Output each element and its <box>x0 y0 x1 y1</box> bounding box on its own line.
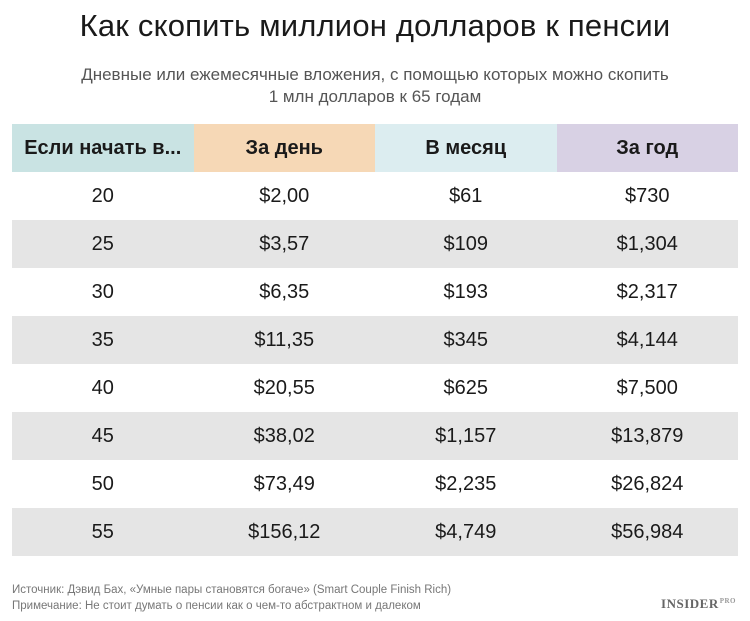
cell-per-day: $2,00 <box>259 184 310 207</box>
table-row: 40 $20,55 $625 $7,500 <box>12 364 738 412</box>
cell-per-month: $345 <box>375 316 557 364</box>
cell-per-year: $730 <box>625 184 670 207</box>
cell-per-day: $38,02 <box>193 412 375 460</box>
cell-per-month: $61 <box>449 184 483 207</box>
cell-per-day: $3,57 <box>193 220 375 268</box>
footer: Источник: Дэвид Бах, «Умные пары становя… <box>12 582 451 614</box>
cell-per-day: $73,49 <box>253 472 315 495</box>
cell-per-month: $2,235 <box>435 472 497 495</box>
page-title: Как скопить миллион долларов к пенсии <box>79 8 671 43</box>
cell-age: 20 <box>91 184 114 207</box>
footnote: Примечание: Не стоит думать о пенсии как… <box>12 600 421 612</box>
table-row: 30 $6,35 $193 $2,317 <box>12 268 738 316</box>
savings-table: Если начать в... За день В месяц За год … <box>12 124 738 556</box>
subtitle: Дневные или ежемесячные вложения, с помо… <box>0 64 750 108</box>
source-note: Источник: Дэвид Бах, «Умные пары становя… <box>12 584 452 596</box>
table-row: 20 $2,00 $61 $730 <box>12 172 738 220</box>
cell-per-year: $7,500 <box>616 376 678 399</box>
cell-per-year: $2,317 <box>616 280 678 303</box>
cell-age: 55 <box>12 508 194 556</box>
cell-age: 25 <box>12 220 194 268</box>
column-header-per-month: В месяц <box>375 124 557 172</box>
subtitle-line-1: Дневные или ежемесячные вложения, с помо… <box>81 65 669 84</box>
cell-per-day: $6,35 <box>259 280 310 303</box>
table-row: 45 $38,02 $1,157 $13,879 <box>12 412 738 460</box>
cell-per-month: $193 <box>443 280 489 303</box>
subtitle-line-2: 1 млн долларов к 65 годам <box>268 87 482 106</box>
cell-age: 30 <box>91 280 114 303</box>
table-row: 55 $156,12 $4,749 $56,984 <box>12 508 738 556</box>
cell-per-month: $625 <box>443 376 489 399</box>
table-body: 20 $2,00 $61 $730 25 $3,57 $109 $1,304 30 $6,35 $1… <box>12 172 738 556</box>
brand-name: INSIDER <box>661 596 719 611</box>
cell-per-month: $109 <box>375 220 557 268</box>
cell-per-month: $1,157 <box>375 412 557 460</box>
cell-per-day: $20,55 <box>253 376 315 399</box>
column-header-age: Если начать в... <box>12 124 194 172</box>
cell-per-year: $13,879 <box>556 412 738 460</box>
brand-logo: INSIDERPRO <box>661 596 736 612</box>
cell-age: 50 <box>91 472 114 495</box>
cell-age: 35 <box>12 316 194 364</box>
cell-per-day: $156,12 <box>193 508 375 556</box>
cell-per-year: $56,984 <box>556 508 738 556</box>
cell-per-day: $11,35 <box>193 316 375 364</box>
cell-per-year: $1,304 <box>556 220 738 268</box>
cell-per-year: $26,824 <box>611 472 684 495</box>
table-row: 50 $73,49 $2,235 $26,824 <box>12 460 738 508</box>
column-header-per-year: За год <box>556 124 738 172</box>
brand-suffix: PRO <box>719 596 736 605</box>
cell-per-month: $4,749 <box>375 508 557 556</box>
table-row: 25 $3,57 $109 $1,304 <box>12 220 738 268</box>
cell-age: 40 <box>91 376 114 399</box>
table-header-row: Если начать в... За день В месяц За год <box>12 124 738 172</box>
table-row: 35 $11,35 $345 $4,144 <box>12 316 738 364</box>
cell-age: 45 <box>12 412 194 460</box>
cell-per-year: $4,144 <box>556 316 738 364</box>
column-header-per-day: За день <box>193 124 375 172</box>
